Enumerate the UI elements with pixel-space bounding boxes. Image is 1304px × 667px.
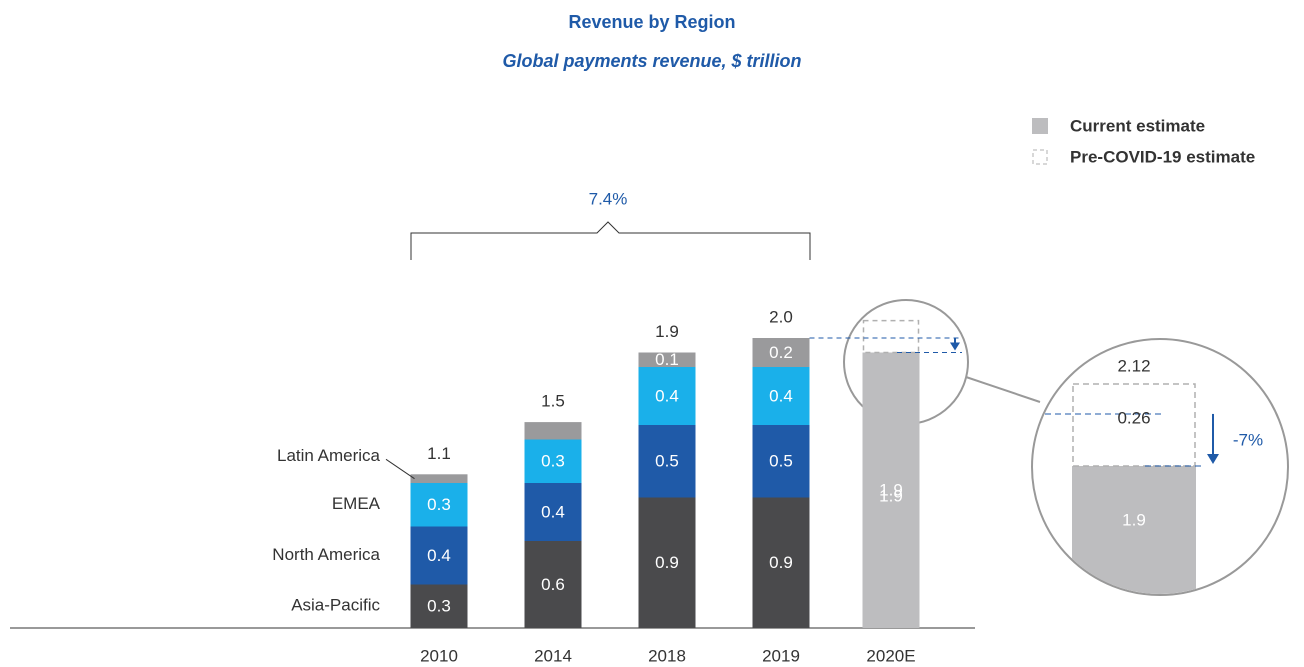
bar-segment xyxy=(524,483,582,541)
bar-segment xyxy=(524,422,582,440)
bar-segment xyxy=(752,497,810,628)
zoom-pre-covid-label: 2.12 xyxy=(1117,356,1150,375)
current-label: 1.9 xyxy=(879,486,903,505)
legend-swatch xyxy=(1032,149,1048,165)
segment-label: 0.5 xyxy=(655,452,679,471)
legend-label: Current estimate xyxy=(1070,116,1205,135)
zoom-gap-label: 0.26 xyxy=(1117,408,1150,427)
bar-segment xyxy=(524,439,582,483)
bar-segment xyxy=(638,352,696,367)
segment-label: 0.3 xyxy=(427,495,451,514)
cagr-label: 7.4% xyxy=(589,189,628,208)
segment-label: 0.4 xyxy=(427,546,451,565)
bar-segment xyxy=(752,338,810,367)
chart-subtitle: Global payments revenue, $ trillion xyxy=(502,51,801,71)
series-label: Latin America xyxy=(277,446,381,465)
bar-segment xyxy=(410,483,468,527)
segment-label: 0.2 xyxy=(769,343,793,362)
x-tick-label: 2020E xyxy=(866,646,915,665)
total-label: 1.1 xyxy=(427,444,451,463)
series-label: North America xyxy=(272,545,380,564)
bar-segment xyxy=(410,526,468,585)
bar-segment xyxy=(752,425,810,498)
segment-label: 0.9 xyxy=(769,553,793,572)
series-label: Asia-Pacific xyxy=(291,596,380,615)
segment-label: 0.9 xyxy=(655,553,679,572)
x-tick-label: 2019 xyxy=(762,646,800,665)
total-label: 2.0 xyxy=(769,307,793,326)
bar-segment xyxy=(410,474,468,483)
legend-label: Pre-COVID-19 estimate xyxy=(1070,147,1255,166)
legend-swatch xyxy=(1032,118,1048,134)
bar-segment xyxy=(638,425,696,498)
zoom-current-label: 1.9 xyxy=(1122,510,1146,529)
bar-segment xyxy=(638,367,696,425)
chart-title: Revenue by Region xyxy=(568,12,735,32)
segment-label: 0.4 xyxy=(541,502,565,521)
zoom-arrow-head xyxy=(1207,454,1219,464)
zoom-pre-covid-bar xyxy=(1072,383,1196,467)
bar-segment xyxy=(524,541,582,628)
x-tick-label: 2010 xyxy=(420,646,458,665)
segment-label: 0.4 xyxy=(769,386,793,405)
leader-line xyxy=(385,458,415,480)
total-label: 1.5 xyxy=(541,392,565,411)
series-label: EMEA xyxy=(332,494,381,513)
zoom-current-bar xyxy=(1072,466,1196,594)
segment-label: 0.4 xyxy=(655,386,679,405)
arrow-head xyxy=(950,342,960,351)
bar-segment xyxy=(862,352,920,628)
segment-label: 1.9 xyxy=(879,481,903,500)
bar-segment xyxy=(410,584,468,628)
x-tick-label: 2014 xyxy=(534,646,572,665)
segment-label: 0.3 xyxy=(427,597,451,616)
segment-label: 0.5 xyxy=(769,452,793,471)
segment-label: 0.1 xyxy=(655,350,679,369)
change-label: -7% xyxy=(1233,430,1263,449)
segment-label: 0.6 xyxy=(541,575,565,594)
zoom-connector xyxy=(965,376,1041,403)
cagr-bracket xyxy=(410,221,811,260)
zoom-group: 0.26 1.9 xyxy=(1035,383,1205,594)
segment-label: 0.3 xyxy=(541,452,565,471)
bar-segment xyxy=(752,367,810,425)
pre-covid-bar xyxy=(862,319,920,354)
total-label: 1.9 xyxy=(655,322,679,341)
x-tick-label: 2018 xyxy=(648,646,686,665)
bar-segment xyxy=(638,497,696,628)
